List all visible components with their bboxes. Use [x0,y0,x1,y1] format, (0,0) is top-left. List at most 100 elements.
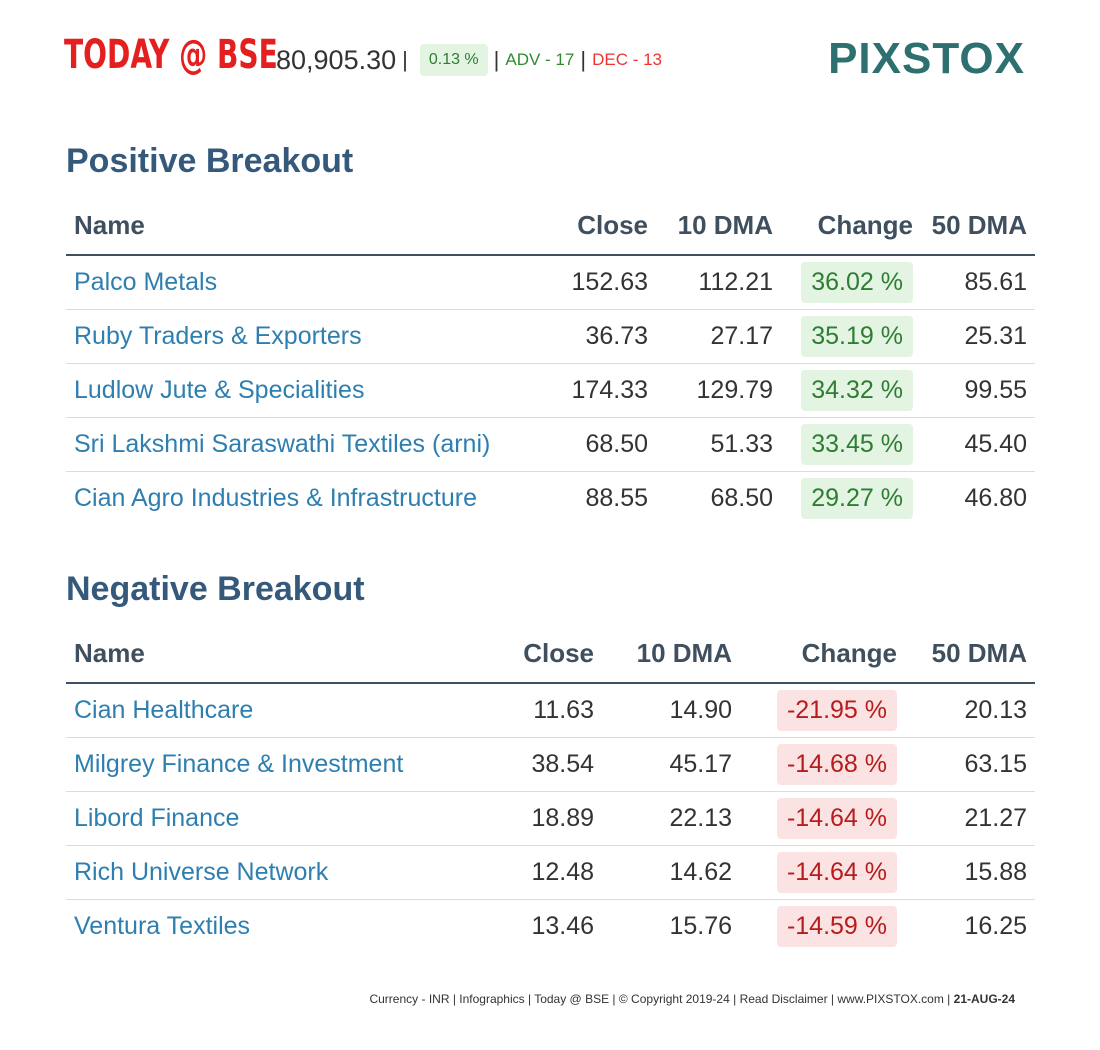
change-value: -14.59 % [776,906,897,947]
dma10-value: 129.79 [656,363,781,418]
stock-name-link[interactable]: Milgrey Finance & Investment [66,737,497,792]
dma50-value: 46.80 [964,484,1027,512]
table-row: Cian Healthcare 11.63 14.90 -21.95 % 20.13 [66,683,1035,738]
footer-text: Currency - INR | Infographics | Today @ … [369,992,954,1006]
close-value: 174.33 [547,363,656,418]
dma10-value: 51.33 [656,417,781,472]
table-row: Ventura Textiles 13.46 15.76 -14.59 % 16.25 [66,900,1035,954]
stock-name-link[interactable]: Cian Agro Industries & Infrastructure [74,484,477,512]
column-header-50dma: 50 DMA [921,196,1035,256]
table-row: Sri Lakshmi Saraswathi Textiles (arni) 68… [66,417,1035,472]
stock-name-link[interactable]: Palco Metals [66,255,547,310]
index-change-badge: 0.13 % [419,44,488,76]
stock-name-link[interactable]: Libord Finance [66,791,497,846]
change-cell: -21.95 % [740,683,905,738]
separator: | [580,47,587,72]
table-row: Milgrey Finance & Investment 38.54 45.17 -1… [66,737,1035,792]
positive-breakout-table: Name Close 10 DMA Change 50 DMA Palco Me… [66,196,1035,525]
close-value: 38.54 [497,737,602,792]
column-header-change: Change [740,624,905,684]
index-summary: 80,905.30 | 0.13 % | ADV - 17 | DEC - 13 [276,44,662,76]
table-header-row: Name Close 10 DMA Change 50 DMA [66,196,1035,256]
table-row: Palco Metals 152.63 112.21 36.02 % 85.61 [66,255,1035,310]
dma50-value: 85.61 [921,255,1035,310]
footer-date: 21-AUG-24 [953,992,1015,1006]
dma50-value: 21.27 [905,791,1035,846]
column-header-close: Close [547,196,656,256]
negative-breakout-table: Name Close 10 DMA Change 50 DMA Cian Hea… [66,624,1035,953]
close-value: 11.63 [497,683,602,738]
table-header-row: Name Close 10 DMA Change 50 DMA [66,624,1035,684]
close-value: 12.48 [497,845,602,900]
dma10-value: 14.62 [602,845,740,900]
change-cell: 34.32 % [781,363,921,418]
change-value: -14.68 % [776,744,897,785]
footer: Currency - INR | Infographics | Today @ … [0,992,1015,1006]
dma10-value: 14.90 [602,683,740,738]
column-header-10dma: 10 DMA [602,624,740,684]
stock-name-link[interactable]: Sri Lakshmi Saraswathi Textiles (arni) [66,417,547,472]
change-cell: -14.64 % [740,845,905,900]
header: TODAY @ BSE 80,905.30 | 0.13 % | ADV - 1… [64,30,1025,90]
stock-name-link[interactable]: Rich Universe Network [66,845,497,900]
table-row: Ludlow Jute & Specialities 174.33 129.79 34… [66,363,1035,418]
change-cell: -14.68 % [740,737,905,792]
change-value: 33.45 % [801,424,913,465]
declines-count: DEC - 13 [592,50,662,69]
separator: | [402,47,408,72]
stock-name-link[interactable]: Ventura Textiles [74,912,251,940]
index-value: 80,905.30 [276,44,397,75]
table-row: Cian Agro Industries & Infrastructure 88.… [66,472,1035,526]
dma10-value: 27.17 [656,309,781,364]
column-header-close: Close [497,624,602,684]
pixstox-logo[interactable]: PIXSTOX [828,34,1025,83]
table-row: Ruby Traders & Exporters 36.73 27.17 35.19 … [66,309,1035,364]
column-header-50dma: 50 DMA [905,624,1035,684]
stock-name-link[interactable]: Cian Healthcare [66,683,497,738]
close-value: 36.73 [547,309,656,364]
change-cell: 36.02 % [781,255,921,310]
change-cell: 33.45 % [781,417,921,472]
change-cell: -14.64 % [740,791,905,846]
column-header-name: Name [66,196,547,256]
stock-name-link[interactable]: Ruby Traders & Exporters [66,309,547,364]
change-value: 29.27 % [801,478,913,519]
change-cell: 29.27 % [781,472,921,526]
dma10-value: 68.50 [710,484,773,512]
change-value: -21.95 % [776,690,897,731]
brand-title: TODAY @ BSE [64,32,278,78]
change-value: 35.19 % [801,316,913,357]
change-value: 34.32 % [801,370,913,411]
change-value: -14.64 % [776,798,897,839]
column-header-change: Change [781,196,921,256]
column-header-name: Name [66,624,497,684]
dma50-value: 20.13 [905,683,1035,738]
close-value: 152.63 [547,255,656,310]
stock-name-link[interactable]: Ludlow Jute & Specialities [66,363,547,418]
change-cell: -14.59 % [740,900,905,954]
advances-count: ADV - 17 [505,50,575,69]
dma10-value: 45.17 [602,737,740,792]
dma50-value: 25.31 [921,309,1035,364]
dma50-value: 99.55 [921,363,1035,418]
column-header-10dma: 10 DMA [656,196,781,256]
separator: | [493,47,500,72]
dma50-value: 63.15 [905,737,1035,792]
dma10-value: 15.76 [669,912,732,940]
dma50-value: 45.40 [921,417,1035,472]
change-cell: 35.19 % [781,309,921,364]
change-value: 36.02 % [801,262,913,303]
table-row: Rich Universe Network 12.48 14.62 -14.64 % 1… [66,845,1035,900]
close-value: 88.55 [585,484,648,512]
dma10-value: 22.13 [602,791,740,846]
dma50-value: 16.25 [964,912,1027,940]
close-value: 18.89 [497,791,602,846]
positive-breakout-title: Positive Breakout [66,142,354,180]
table-row: Libord Finance 18.89 22.13 -14.64 % 21.27 [66,791,1035,846]
close-value: 13.46 [531,912,594,940]
change-value: -14.64 % [776,852,897,893]
negative-breakout-title: Negative Breakout [66,570,365,608]
close-value: 68.50 [547,417,656,472]
dma10-value: 112.21 [656,255,781,310]
dma50-value: 15.88 [905,845,1035,900]
